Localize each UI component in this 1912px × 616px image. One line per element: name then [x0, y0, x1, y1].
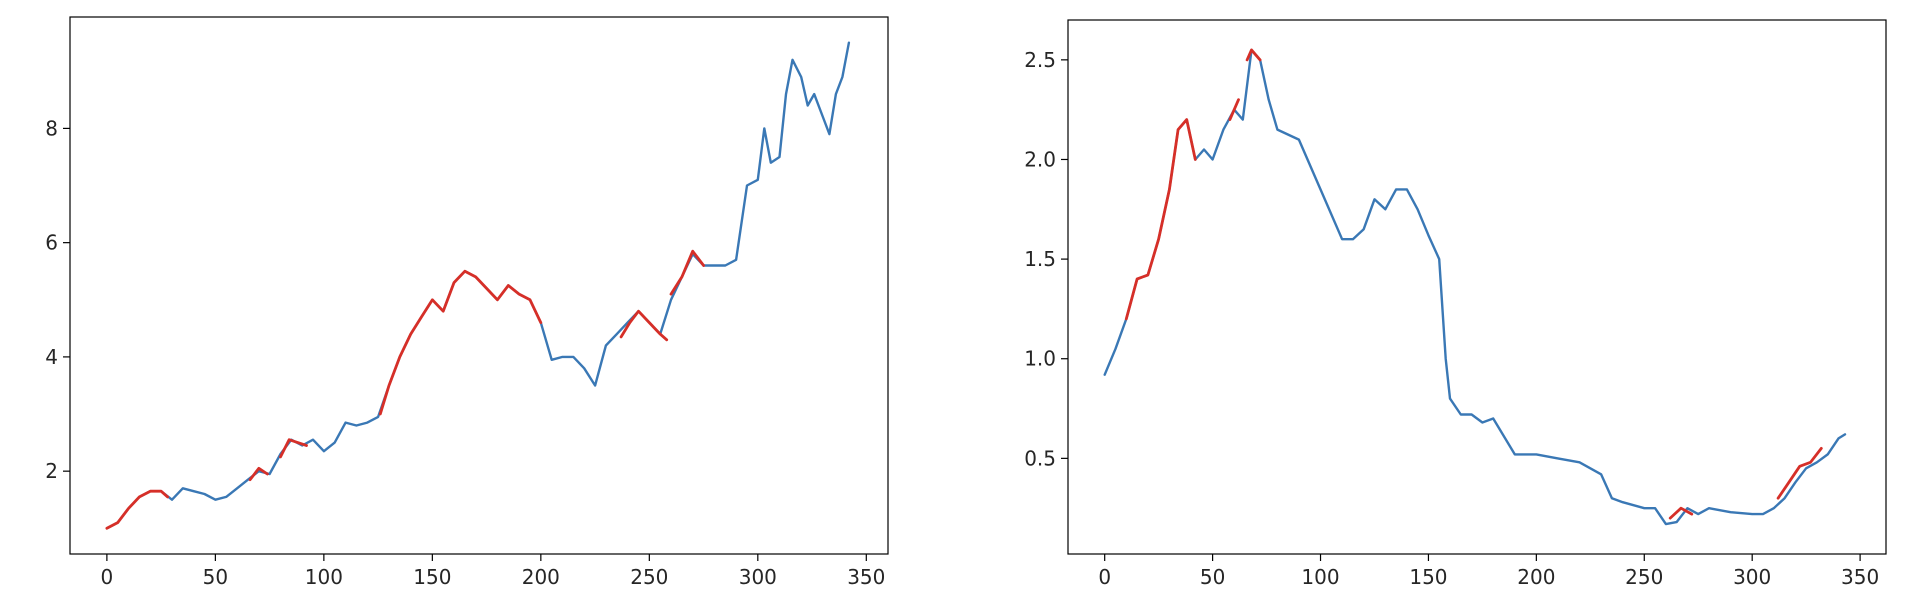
left-line-chart: 0 50 100 150 200 250 300 350 2 4 6 8	[45, 16, 889, 589]
y-tick-label: 2	[45, 459, 58, 483]
plot-frame	[69, 16, 889, 555]
x-tick-label: 150	[413, 565, 451, 589]
highlight-segment	[279, 438, 308, 459]
highlight-segment	[105, 489, 169, 530]
y-tick-label: 1.5	[1024, 247, 1056, 271]
x-tick-label: 0	[1098, 565, 1111, 589]
x-tick-label: 100	[305, 565, 343, 589]
right-line-chart: 0 50 100 150 200 250 300 350 0.5 1.0 1.5 2.0 2.5	[1024, 19, 1887, 589]
highlight-segment	[378, 269, 543, 416]
series-line	[1103, 48, 1847, 526]
y-tick-label: 2.0	[1024, 147, 1056, 171]
x-tick-label: 300	[739, 565, 777, 589]
highlight-segment	[669, 249, 705, 296]
highlight-segment	[1668, 506, 1694, 520]
series-line	[105, 41, 851, 530]
y-tick-label: 0.5	[1024, 446, 1056, 470]
y-tick-label: 2.5	[1024, 48, 1056, 72]
highlight-segment	[1776, 447, 1823, 500]
plot-frame	[1067, 19, 1887, 555]
y-tick-label: 1.0	[1024, 347, 1056, 371]
x-tick-label: 200	[1517, 565, 1555, 589]
highlight-segment	[1228, 98, 1240, 121]
x-tick-label: 250	[630, 565, 668, 589]
highlight-segment	[248, 466, 269, 482]
x-tick-label: 0	[101, 565, 114, 589]
highlight-segment	[1124, 118, 1197, 321]
x-tick-label: 350	[1841, 565, 1879, 589]
x-tick-label: 350	[847, 565, 885, 589]
x-tick-label: 200	[522, 565, 560, 589]
y-tick-label: 4	[45, 345, 58, 369]
highlight-segment	[1245, 48, 1262, 62]
x-tick-label: 250	[1625, 565, 1663, 589]
x-tick-label: 50	[1200, 565, 1225, 589]
x-tick-label: 100	[1301, 565, 1339, 589]
x-tick-label: 300	[1733, 565, 1771, 589]
highlight-segment	[619, 309, 669, 342]
x-tick-label: 150	[1409, 565, 1447, 589]
y-tick-label: 8	[45, 116, 58, 140]
x-tick-label: 50	[203, 565, 228, 589]
y-tick-label: 6	[45, 231, 58, 255]
